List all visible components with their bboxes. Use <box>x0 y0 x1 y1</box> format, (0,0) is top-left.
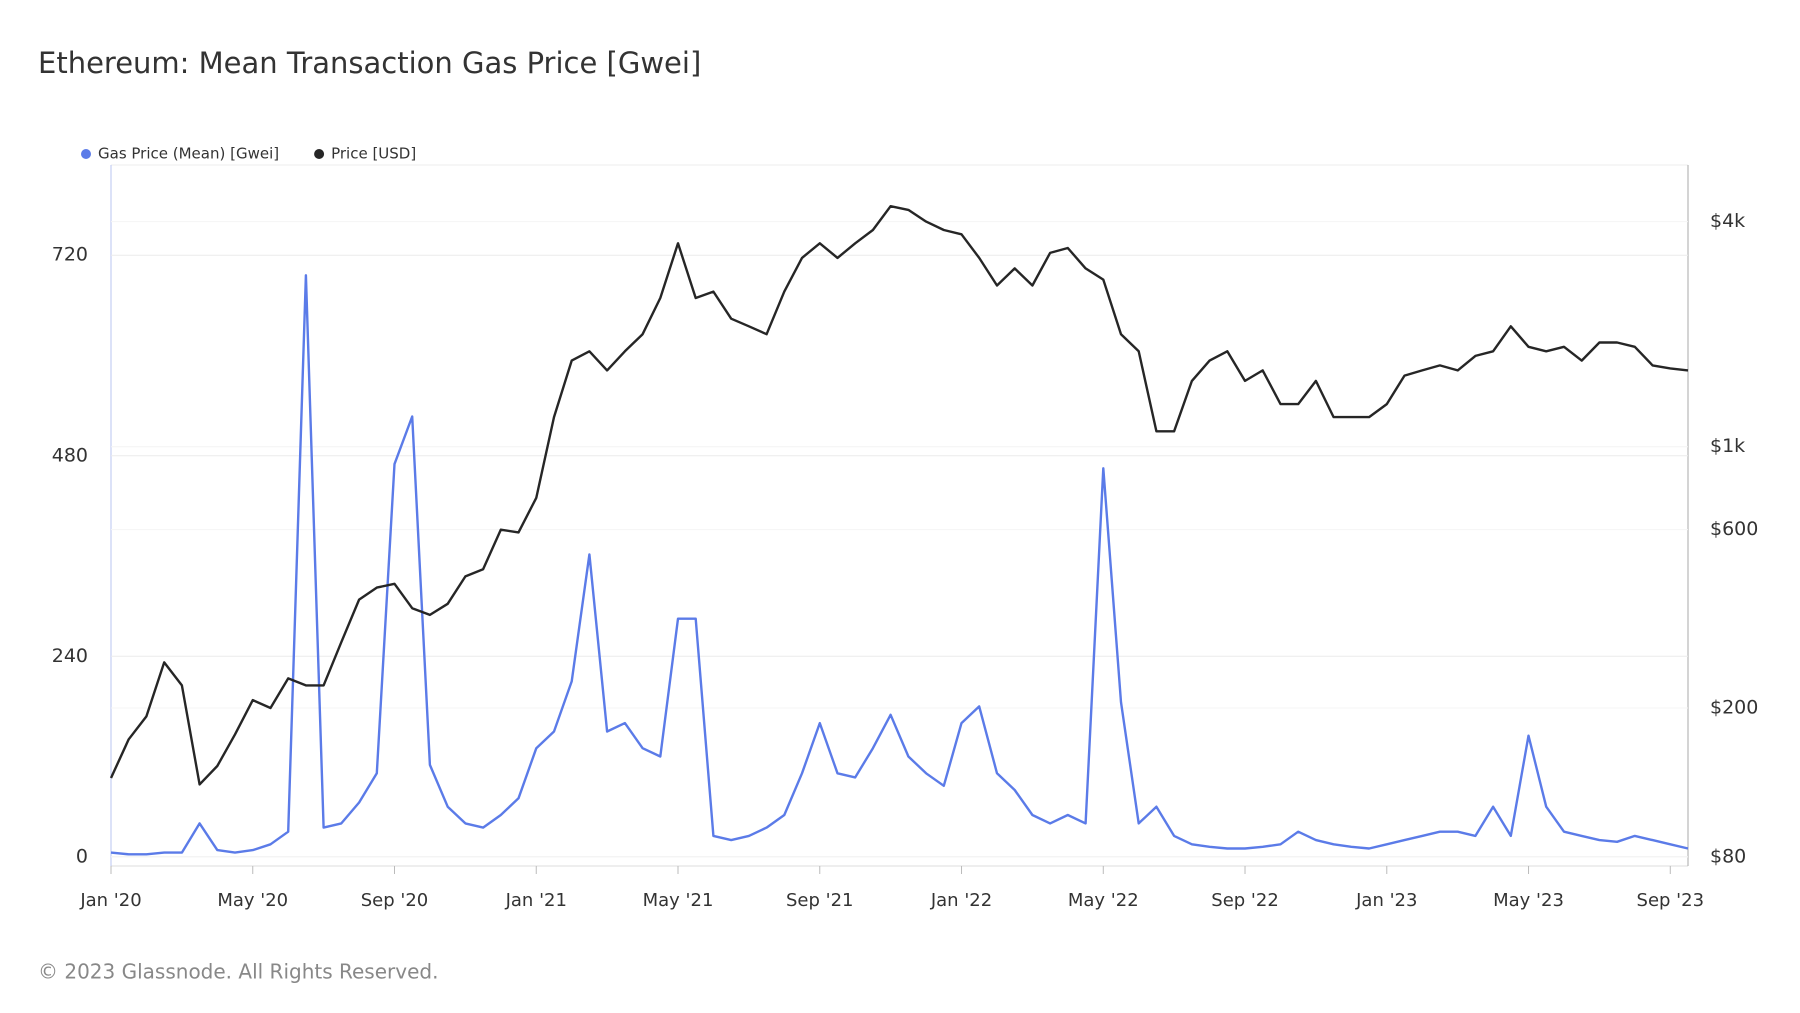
y2-tick-label: $200 <box>1710 697 1758 719</box>
chart-title: Ethereum: Mean Transaction Gas Price [Gw… <box>38 46 701 80</box>
legend-marker <box>314 149 325 159</box>
x-tick-label: Sep '22 <box>1211 890 1279 911</box>
x-tick-label: May '20 <box>217 890 288 911</box>
y2-tick-label: $1k <box>1710 435 1745 457</box>
legend-label: Gas Price (Mean) [Gwei] <box>98 145 279 163</box>
y2-tick-label: $4k <box>1710 210 1745 232</box>
legend-marker <box>81 149 91 159</box>
x-tick-label: May '23 <box>1493 890 1564 911</box>
y-tick-label: 240 <box>52 645 88 667</box>
y-tick-label: 720 <box>52 244 88 266</box>
footer: © 2023 Glassnode. All Rights Reserved. <box>38 960 438 984</box>
x-tick-label: Jan '23 <box>1355 890 1417 911</box>
series-line <box>109 205 1689 786</box>
y-tick-label: 0 <box>76 845 88 867</box>
x-tick-label: May '22 <box>1068 890 1139 911</box>
y2-tick-label: $600 <box>1710 518 1758 540</box>
y2-tick-label: $80 <box>1710 845 1746 867</box>
x-tick-label: Sep '21 <box>786 890 854 911</box>
y-tick-label: 480 <box>52 444 88 466</box>
x-tick-label: May '21 <box>643 890 714 911</box>
x-tick-label: Jan '20 <box>79 890 141 911</box>
legend-label: Price [USD] <box>331 145 416 163</box>
x-tick-label: Jan '21 <box>505 890 567 911</box>
x-tick-label: Jan '22 <box>930 890 992 911</box>
x-tick-label: Sep '20 <box>361 890 429 911</box>
series-line <box>110 274 1689 856</box>
x-tick-label: Sep '23 <box>1637 890 1705 911</box>
